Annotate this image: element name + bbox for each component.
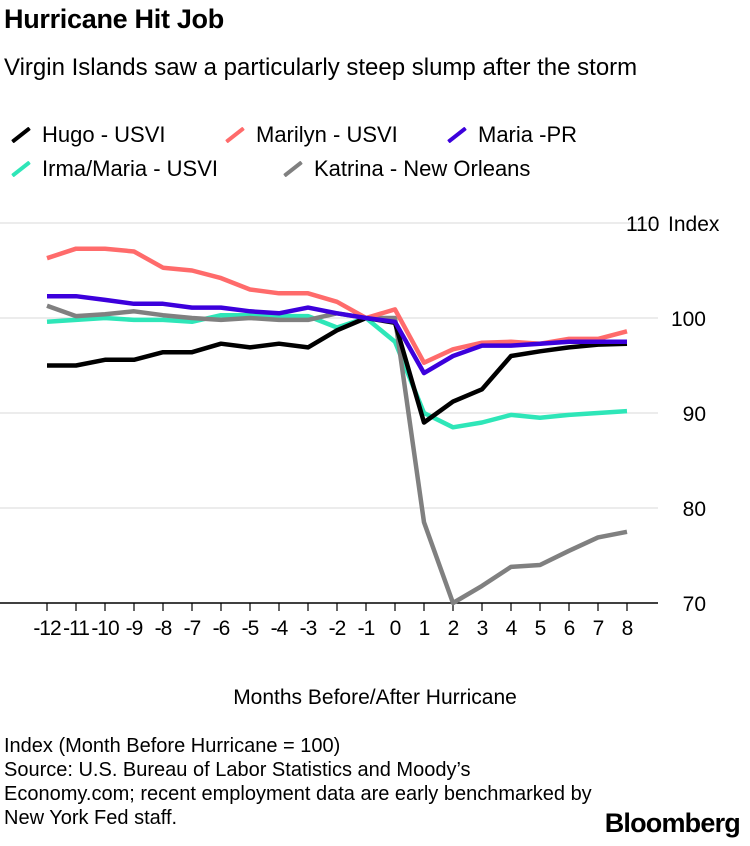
x-tick-label-7: 7 [593,617,604,640]
y-tick-label-110: 110 [626,213,659,236]
legend-item-marilyn-usvi: Marilyn - USVI [222,122,398,148]
series-line-hugo-usvi [47,315,628,425]
legend-item-maria-pr: Maria -PR [444,122,577,148]
x-tick-label--12: -12 [33,617,61,640]
x-tick-label-0: 0 [390,617,401,640]
x-tick-label--10: -10 [91,617,119,640]
x-tick-label--7: -7 [184,617,201,640]
legend-item-katrina-new-orleans: Katrina - New Orleans [280,156,530,182]
x-tick-label--8: -8 [155,617,172,640]
x-axis-title: Months Before/After Hurricane [233,686,517,709]
legend-label-hugo-usvi: Hugo - USVI [42,122,166,147]
x-tick-label--6: -6 [213,617,230,640]
x-tick-label-8: 8 [622,617,633,640]
legend-swatch-hugo-usvi [11,126,31,144]
x-tick-label-5: 5 [535,617,546,640]
x-tick-label--4: -4 [271,617,289,640]
y-tick-label-70: 70 [683,593,706,616]
y-tick-label-90: 90 [683,403,706,426]
y-unit-label: Index [668,213,720,236]
y-tick-label-100: 100 [671,308,706,331]
footnotes: Index (Month Before Hurricane = 100) Sou… [4,734,604,830]
legend-item-hugo-usvi: Hugo - USVI [8,122,166,148]
x-tick-label-4: 4 [506,617,518,640]
x-tick-label-6: 6 [564,617,575,640]
legend-swatch-marilyn-usvi [225,126,245,144]
legend-label-maria-pr: Maria -PR [478,122,578,147]
x-tick-label--5: -5 [242,617,259,640]
x-tick-label-1: 1 [419,617,430,640]
x-tick-label--9: -9 [126,617,143,640]
x-tick-label-2: 2 [448,617,459,640]
x-tick-label--3: -3 [300,617,317,640]
legend-label-marilyn-usvi: Marilyn - USVI [256,122,398,147]
legend-label-katrina-new-orleans: Katrina - New Orleans [314,156,531,181]
legend-label-irma-maria-usvi: Irma/Maria - USVI [42,156,219,181]
chart-subtitle: Virgin Islands saw a particularly steep … [4,54,638,81]
x-tick-label--1: -1 [358,617,375,640]
series-line-maria-pr [47,293,627,376]
index-note: Index (Month Before Hurricane = 100) [4,735,341,757]
legend-swatch-irma-maria-usvi [11,160,31,178]
chart-title: Hurricane Hit Job [4,4,224,34]
x-tick-label--2: -2 [329,617,346,640]
bloomberg-logo: Bloomberg [604,808,741,838]
legend-swatch-maria-pr [447,126,467,144]
source-note: Source: U.S. Bureau of Labor Statistics … [4,759,592,829]
y-tick-label-80: 80 [683,498,706,521]
x-tick-label-3: 3 [477,617,488,640]
legend: Hugo - USVI Marilyn - USVI Maria -PR Irm… [8,122,748,192]
series-line-irma-maria-usvi [46,312,628,430]
x-tick-label--11: -11 [63,617,89,640]
legend-swatch-katrina-new-orleans [283,160,303,178]
legend-item-irma-maria-usvi: Irma/Maria - USVI [8,156,218,182]
